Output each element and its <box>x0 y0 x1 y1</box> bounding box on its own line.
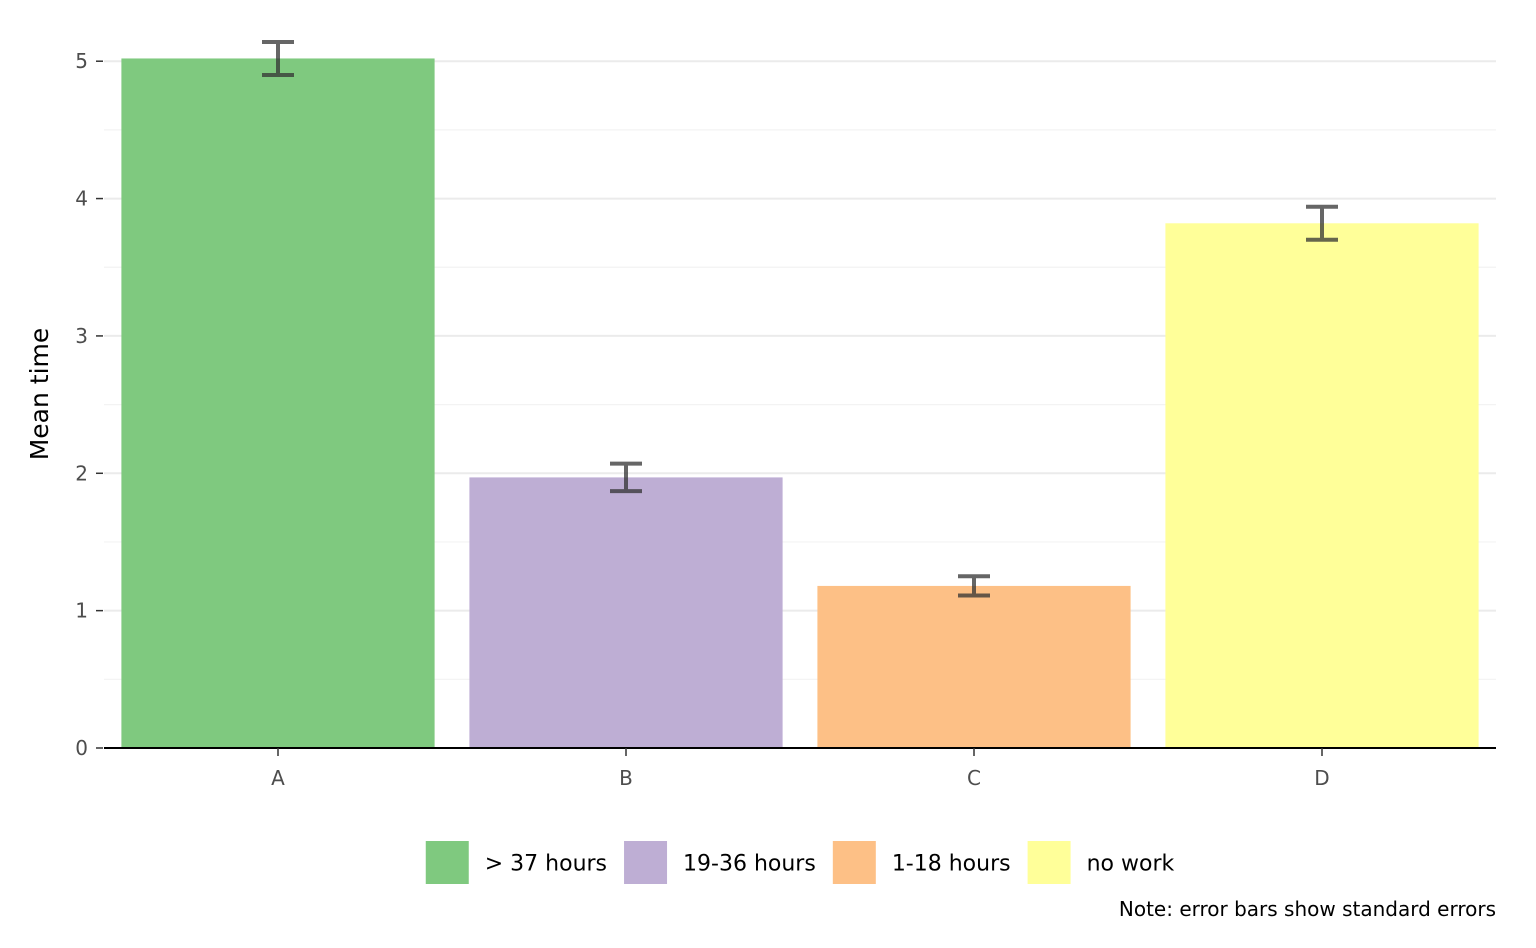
y-tick-label: 2 <box>75 461 88 485</box>
legend-item: 19-36 hours <box>624 841 816 884</box>
bar-b <box>469 477 783 748</box>
y-tick-label: 0 <box>75 736 88 760</box>
bar-a <box>121 58 435 748</box>
legend-label: 19-36 hours <box>683 852 816 877</box>
error-bar-c <box>958 574 990 598</box>
y-tick-label: 1 <box>75 599 88 623</box>
x-tick-label: B <box>619 766 633 790</box>
legend-swatch <box>425 841 469 884</box>
error-bar-a <box>262 39 294 77</box>
y-axis-title: Mean time <box>25 328 54 461</box>
y-tick-label: 4 <box>75 187 88 211</box>
error-bar-d <box>1306 204 1338 242</box>
legend-swatch <box>1027 841 1071 884</box>
legend-label: > 37 hours <box>485 852 607 877</box>
x-tick-label: A <box>271 766 285 790</box>
legend-swatch <box>624 841 668 884</box>
y-tick-label: 5 <box>75 49 88 73</box>
legend-swatch <box>832 841 876 884</box>
caption-note: Note: error bars show standard errors <box>1119 897 1496 921</box>
bar-c <box>817 585 1131 748</box>
bar-d <box>1165 223 1479 748</box>
error-bar-b <box>610 461 642 494</box>
legend-item: no work <box>1027 841 1175 884</box>
legend: > 37 hours 19-36 hours 1-18 hours no work <box>425 841 1175 884</box>
error-bars <box>262 39 1338 598</box>
legend-label: 1-18 hours <box>892 852 1011 877</box>
legend-label: no work <box>1087 852 1175 877</box>
y-tick-label: 3 <box>75 324 88 348</box>
legend-item: 1-18 hours <box>832 841 1011 884</box>
legend-item: > 37 hours <box>425 841 607 884</box>
x-tick-label: D <box>1314 766 1329 790</box>
bars <box>121 58 1479 748</box>
axes: 0 1 2 3 4 5 A B C D <box>75 49 1496 790</box>
x-tick-label: C <box>967 766 981 790</box>
